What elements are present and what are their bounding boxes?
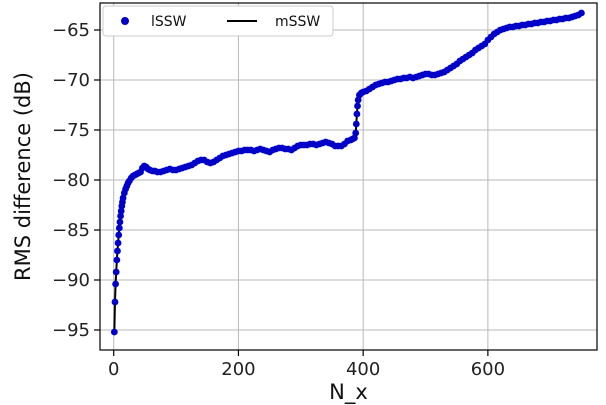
y-tick-label: −80 <box>52 170 90 191</box>
lssw-point <box>116 218 124 226</box>
lssw-point <box>110 328 118 336</box>
x-tick-label: 0 <box>108 359 119 380</box>
lssw-point <box>115 224 123 232</box>
lssw-point <box>113 256 121 264</box>
lssw-point <box>117 212 124 220</box>
lssw-point <box>112 268 120 276</box>
lssw-marker-series <box>110 9 585 336</box>
lssw-point <box>114 239 122 247</box>
lssw-point <box>353 110 361 118</box>
y-tick-label: −75 <box>52 120 90 141</box>
lssw-point <box>352 129 360 137</box>
lssw-point <box>352 120 360 128</box>
y-tick-label: −95 <box>52 320 90 341</box>
lssw-point <box>112 280 119 288</box>
lssw-point <box>578 9 585 17</box>
lssw-point <box>114 247 121 255</box>
lssw-point <box>354 102 361 110</box>
legend-marker-lssw <box>121 17 129 25</box>
y-tick-label: −65 <box>52 20 90 41</box>
y-axis-ticks: −95 −90 −85 −80 −75 −70 −65 <box>52 20 100 341</box>
plot-frame <box>99 2 598 351</box>
y-tick-label: −85 <box>52 220 90 241</box>
x-axis-label: N_x <box>329 380 368 405</box>
legend-box <box>102 5 334 37</box>
x-tick-label: 600 <box>471 359 505 380</box>
x-axis-ticks: 0 200 400 600 <box>108 350 505 380</box>
legend-label-mssw: mSSW <box>275 14 320 30</box>
legend-label-lssw: lSSW <box>151 14 187 30</box>
x-tick-label: 400 <box>346 359 380 380</box>
lssw-point <box>111 298 119 306</box>
legend: lSSW mSSW <box>102 5 334 37</box>
y-axis-label: RMS difference (dB) <box>11 72 35 281</box>
lssw-point <box>115 231 123 239</box>
y-tick-label: −90 <box>52 270 90 291</box>
y-tick-label: −70 <box>52 70 90 91</box>
x-tick-label: 200 <box>221 359 255 380</box>
lssw-point <box>117 207 125 215</box>
